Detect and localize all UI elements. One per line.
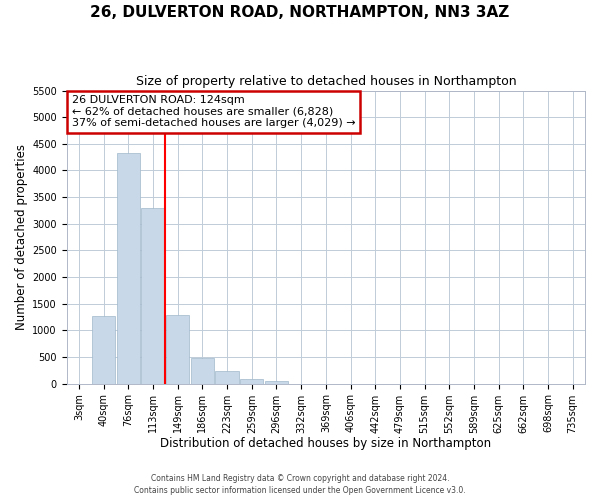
X-axis label: Distribution of detached houses by size in Northampton: Distribution of detached houses by size … bbox=[160, 437, 491, 450]
Bar bbox=[92, 316, 115, 384]
Bar bbox=[166, 315, 190, 384]
Text: 26, DULVERTON ROAD, NORTHAMPTON, NN3 3AZ: 26, DULVERTON ROAD, NORTHAMPTON, NN3 3AZ bbox=[91, 5, 509, 20]
Y-axis label: Number of detached properties: Number of detached properties bbox=[15, 144, 28, 330]
Bar bbox=[142, 208, 165, 384]
Title: Size of property relative to detached houses in Northampton: Size of property relative to detached ho… bbox=[136, 75, 516, 88]
Text: Contains HM Land Registry data © Crown copyright and database right 2024.
Contai: Contains HM Land Registry data © Crown c… bbox=[134, 474, 466, 495]
Bar bbox=[116, 153, 140, 384]
Bar bbox=[191, 358, 214, 384]
Bar bbox=[240, 380, 263, 384]
Text: 26 DULVERTON ROAD: 124sqm
← 62% of detached houses are smaller (6,828)
37% of se: 26 DULVERTON ROAD: 124sqm ← 62% of detac… bbox=[72, 95, 355, 128]
Bar bbox=[215, 371, 239, 384]
Bar bbox=[265, 381, 288, 384]
